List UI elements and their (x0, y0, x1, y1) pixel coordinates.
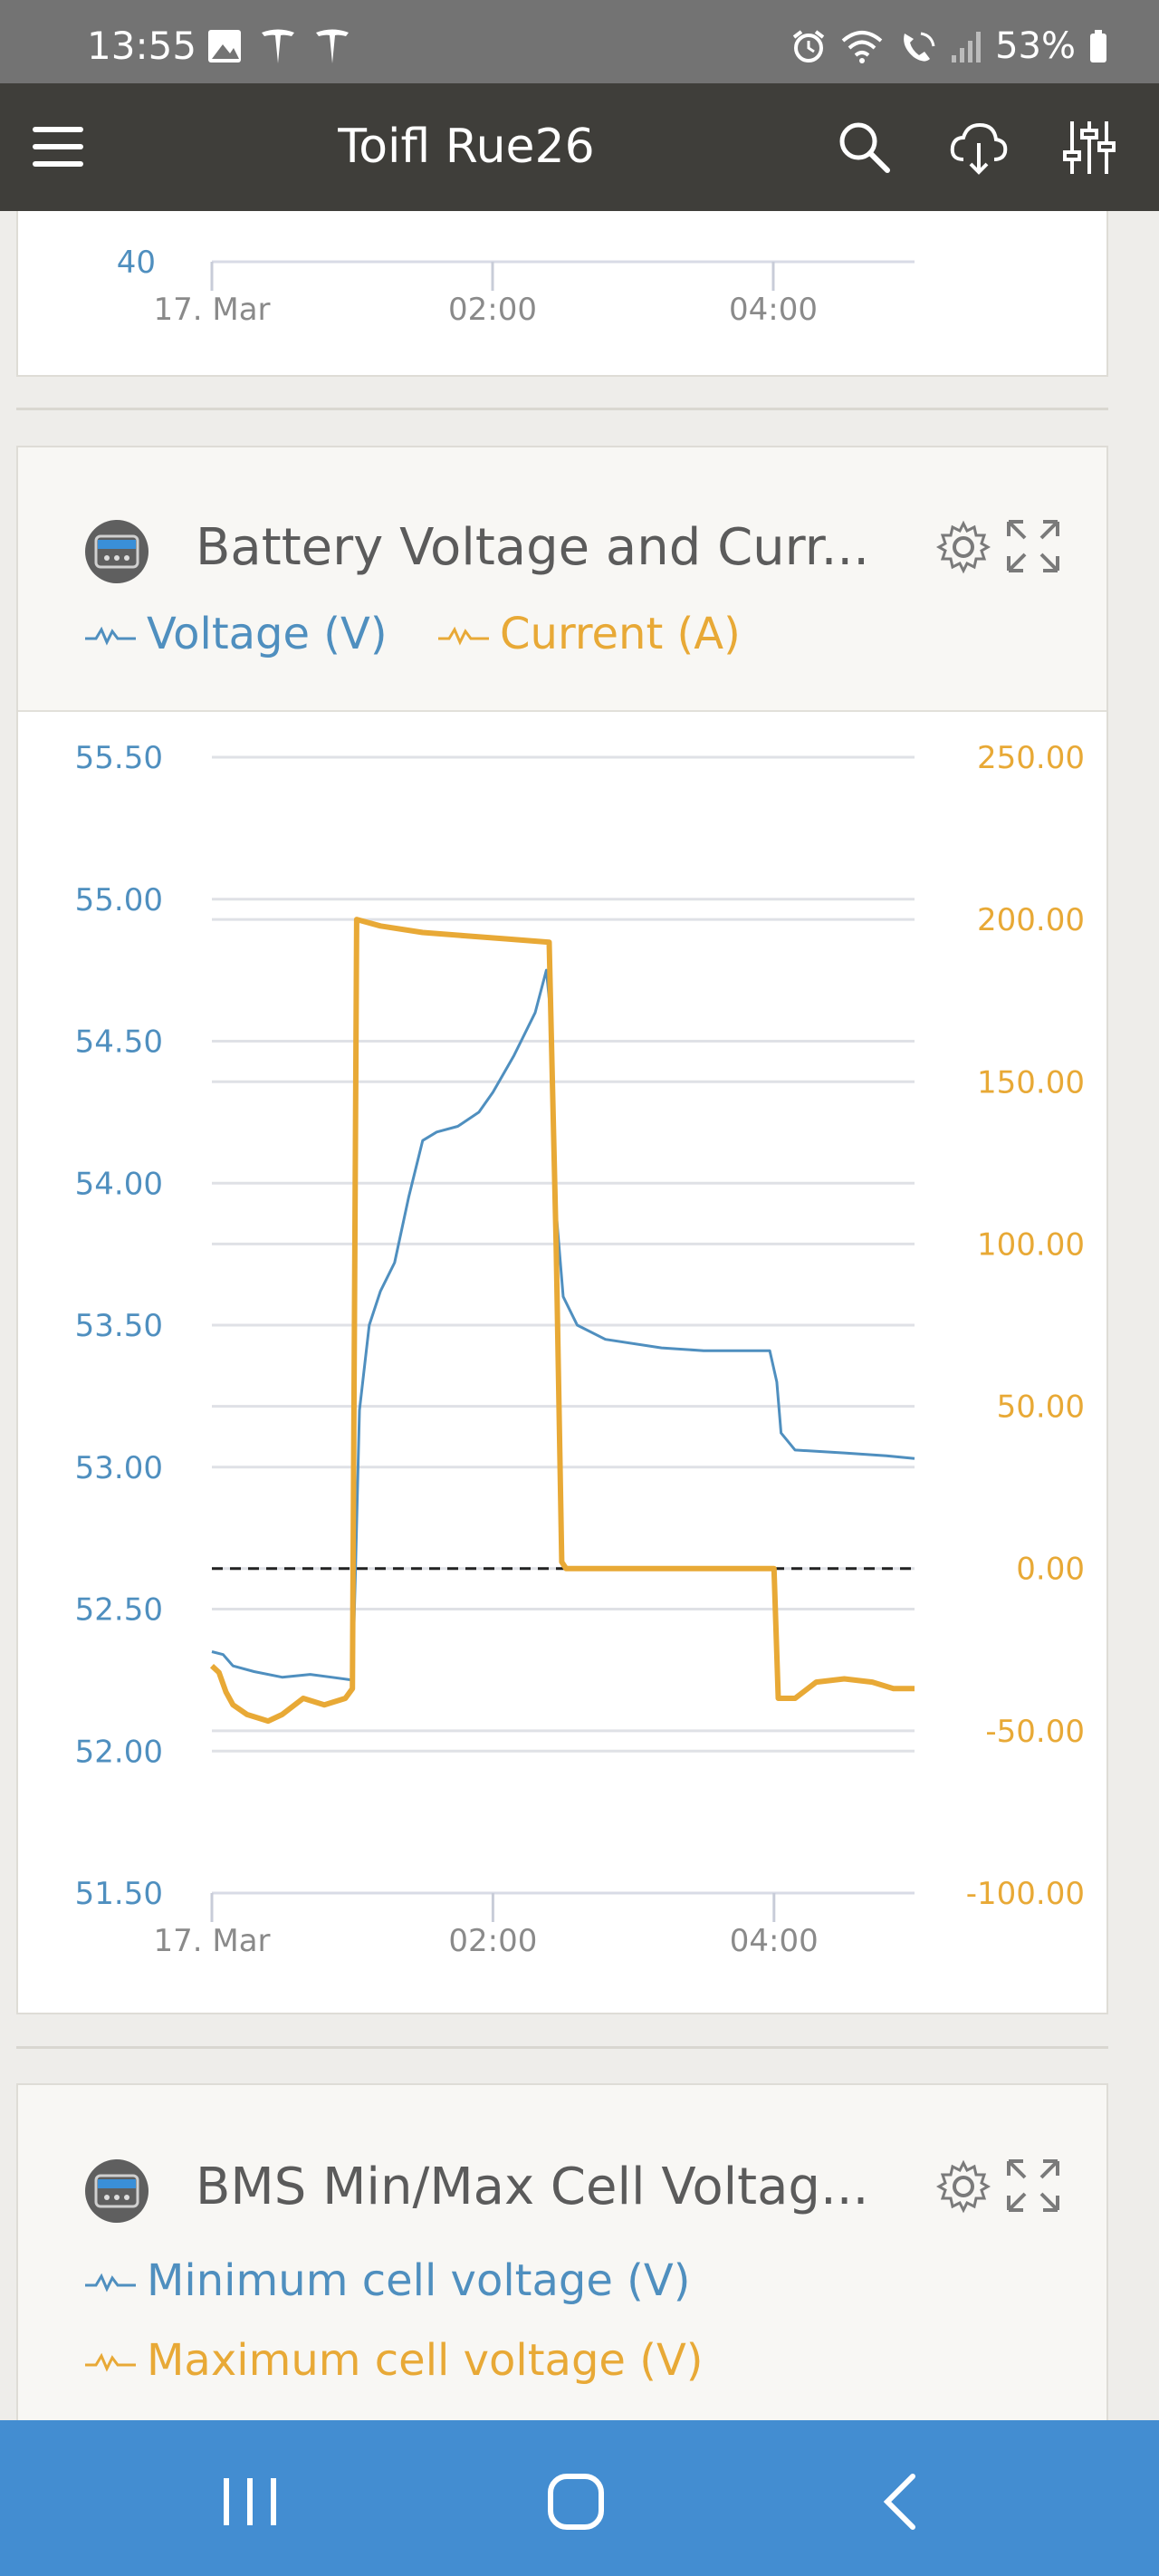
battery-percent: 53% (995, 25, 1076, 67)
legend-line-icon (85, 2352, 136, 2372)
battery-card-title: Battery Voltage and Curr... (196, 518, 869, 577)
x-tick-label: 04:00 (730, 1923, 819, 1959)
y-right-tick-label: -100.00 (966, 1876, 1085, 1912)
legend-min-cell-voltage-label: Minimum cell voltage (V) (147, 2255, 691, 2306)
search-icon[interactable] (833, 116, 896, 179)
back-icon[interactable] (866, 2465, 938, 2538)
y-right-tick-label: 200.00 (977, 902, 1085, 938)
y-left-tick-label: 55.50 (75, 740, 163, 776)
y-right-tick-label: 100.00 (977, 1226, 1085, 1263)
y-right-tick-label: 0.00 (1016, 1552, 1085, 1588)
legend-current-label: Current (A) (500, 609, 741, 659)
bms-cell-voltage-card: BMS Min/Max Cell Voltag... Minimum cell … (16, 2083, 1108, 2465)
legend-current[interactable]: Current (A) (436, 609, 741, 659)
current-series-line (209, 917, 915, 1725)
status-notification-icons (206, 27, 351, 65)
app-bar: Toifl Rue26 (0, 83, 1159, 211)
y-left-tick-label: 53.00 (75, 1450, 163, 1486)
x-tick-label: 17. Mar (153, 1923, 270, 1959)
legend-line-icon (85, 2273, 136, 2292)
status-system-icons: 53% (790, 25, 1108, 67)
gear-icon[interactable] (936, 520, 991, 574)
battery-monitor-icon (85, 2159, 148, 2223)
expand-icon[interactable] (1005, 518, 1061, 574)
battery-status-icon (1090, 30, 1106, 62)
previous-chart-x-label-2: 04:00 (729, 292, 818, 328)
legend-max-cell-voltage[interactable]: Maximum cell voltage (V) (83, 2335, 704, 2386)
image-notification-icon (208, 30, 241, 62)
signal-icon (952, 32, 982, 62)
previous-chart-y-tick: 40 (117, 245, 156, 281)
card-divider (16, 408, 1108, 410)
alarm-icon (792, 30, 825, 62)
cloud-download-icon[interactable] (947, 116, 1011, 179)
sliders-icon[interactable] (1058, 116, 1121, 179)
recent-apps-icon[interactable] (214, 2465, 286, 2538)
system-nav-bar (0, 2420, 1159, 2576)
y-right-tick-label: 250.00 (977, 740, 1085, 776)
legend-voltage-label: Voltage (V) (147, 609, 388, 659)
tesla-icon-2 (316, 29, 349, 63)
home-icon[interactable] (540, 2465, 612, 2538)
wifi-calling-icon (904, 32, 935, 62)
battery-chart: 51.50 52.00 52.50 53.00 53.50 54.00 54.50 55.00… (75, 740, 1085, 1959)
legend-min-cell-voltage[interactable]: Minimum cell voltage (V) (83, 2255, 690, 2306)
legend-line-icon (438, 626, 489, 646)
app-title: Toifl Rue26 (338, 120, 595, 174)
y-right-tick-label: -50.00 (985, 1714, 1085, 1750)
previous-chart: 40 17. Mar 02:00 04:00 (117, 245, 915, 328)
card-divider (16, 2046, 1108, 2049)
previous-chart-card: 40 17. Mar 02:00 04:00 (16, 211, 1108, 377)
legend-max-cell-voltage-label: Maximum cell voltage (V) (147, 2335, 704, 2386)
y-right-tick-label: 50.00 (997, 1389, 1085, 1426)
y-left-tick-label: 52.00 (75, 1734, 163, 1770)
tesla-icon (262, 29, 294, 63)
voltage-series-line (211, 968, 915, 1682)
battery-voltage-current-card: Battery Voltage and Curr... Voltage (V) … (16, 446, 1108, 2014)
status-bar: 13:55 53% (0, 0, 1159, 83)
expand-icon[interactable] (1005, 2158, 1061, 2214)
y-left-tick-label: 53.50 (75, 1308, 163, 1344)
wifi-icon (841, 31, 883, 63)
y-left-tick-label: 54.00 (75, 1166, 163, 1202)
status-time: 13:55 (87, 24, 197, 68)
y-left-tick-label: 52.50 (75, 1592, 163, 1629)
y-left-tick-label: 51.50 (75, 1876, 163, 1912)
menu-icon[interactable] (31, 123, 85, 170)
legend-line-icon (85, 626, 136, 646)
bms-card-header: BMS Min/Max Cell Voltag... Minimum cell … (18, 2085, 1106, 2465)
gear-icon[interactable] (936, 2159, 991, 2214)
previous-chart-x-label-1: 02:00 (448, 292, 537, 328)
y-right-tick-label: 150.00 (977, 1064, 1085, 1101)
y-left-tick-label: 55.00 (75, 882, 163, 918)
previous-chart-x-label-0: 17. Mar (153, 292, 270, 328)
battery-monitor-icon (85, 520, 148, 583)
x-tick-label: 02:00 (448, 1923, 537, 1959)
bms-card-title: BMS Min/Max Cell Voltag... (196, 2158, 869, 2216)
y-left-tick-label: 54.50 (75, 1024, 163, 1061)
legend-voltage[interactable]: Voltage (V) (83, 609, 388, 659)
battery-card-header: Battery Voltage and Curr... Voltage (V) … (18, 447, 1106, 712)
